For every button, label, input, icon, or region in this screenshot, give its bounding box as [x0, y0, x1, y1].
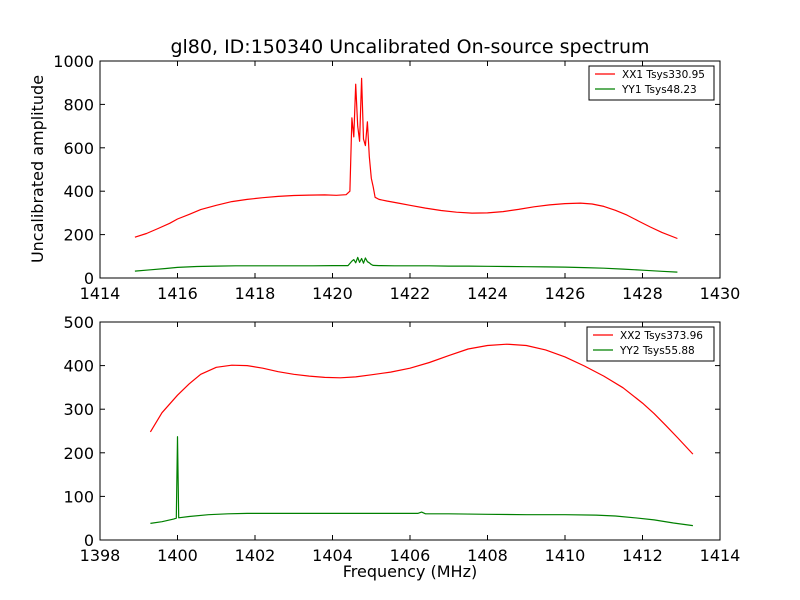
top-panel: 1414 1416 1418 1420 1422 1424 1426 1428 1430 0 200…	[53, 52, 740, 303]
x-axis-label: Frequency (MHz)	[343, 562, 477, 581]
x-tick-label: 1418	[235, 284, 276, 303]
legend: XX2 Tsys373.96 YY2 Tsys55.88	[586, 326, 715, 362]
x-tick-label: 1408	[467, 546, 508, 565]
bottom-panel: 1398 1400 1402 1404 1406 1408 1410 1412 1414 0 100…	[63, 313, 740, 565]
x-tick-label: 1410	[545, 546, 586, 565]
x-tick-label: 1426	[545, 284, 586, 303]
legend-entry-2: YY1 Tsys48.23	[621, 84, 697, 96]
y-tick-label: 400	[63, 357, 94, 376]
x-tick-label: 1414	[700, 546, 741, 565]
legend-entry-1: XX2 Tsys373.96	[620, 330, 703, 342]
y-axis-label: Uncalibrated amplitude	[28, 75, 47, 263]
y-tick-label: 0	[84, 269, 94, 288]
x-tick-label: 1420	[312, 284, 353, 303]
x-tick-label: 1428	[622, 284, 663, 303]
x-tick-label: 1398	[80, 546, 121, 565]
legend: XX1 Tsys330.95 YY1 Tsys48.23	[588, 65, 715, 101]
y-tick-label: 200	[63, 444, 94, 463]
legend-box	[588, 65, 715, 101]
y-tick-label: 1000	[53, 52, 94, 71]
series-line-1	[134, 77, 678, 240]
legend-box	[586, 326, 715, 362]
x-tick-label: 1412	[622, 546, 663, 565]
series-line-1	[149, 343, 694, 455]
y-tick-label: 200	[63, 226, 94, 245]
y-tick-label: 600	[63, 139, 94, 158]
series-line-2	[134, 256, 678, 273]
x-tick-label: 1422	[390, 284, 431, 303]
x-tick-label: 1404	[312, 546, 353, 565]
legend-entry-1: XX1 Tsys330.95	[622, 69, 705, 81]
series-line-2	[150, 436, 693, 527]
chart-title: gl80, ID:150340 Uncalibrated On-source s…	[170, 36, 649, 58]
x-tick-label: 1430	[700, 284, 741, 303]
y-tick-label: 400	[63, 182, 94, 201]
x-tick-label: 1400	[157, 546, 198, 565]
y-tick-label: 500	[63, 313, 94, 332]
y-tick-label: 300	[63, 400, 94, 419]
x-tick-label: 1416	[157, 284, 198, 303]
x-tick-label: 1402	[235, 546, 276, 565]
y-tick-label: 100	[63, 487, 94, 506]
y-tick-label: 800	[63, 95, 94, 114]
x-tick-label: 1424	[467, 284, 508, 303]
y-tick-label: 0	[84, 531, 94, 550]
x-tick-label: 1414	[80, 284, 121, 303]
legend-entry-2: YY2 Tsys55.88	[619, 345, 695, 357]
x-tick-label: 1406	[390, 546, 431, 565]
